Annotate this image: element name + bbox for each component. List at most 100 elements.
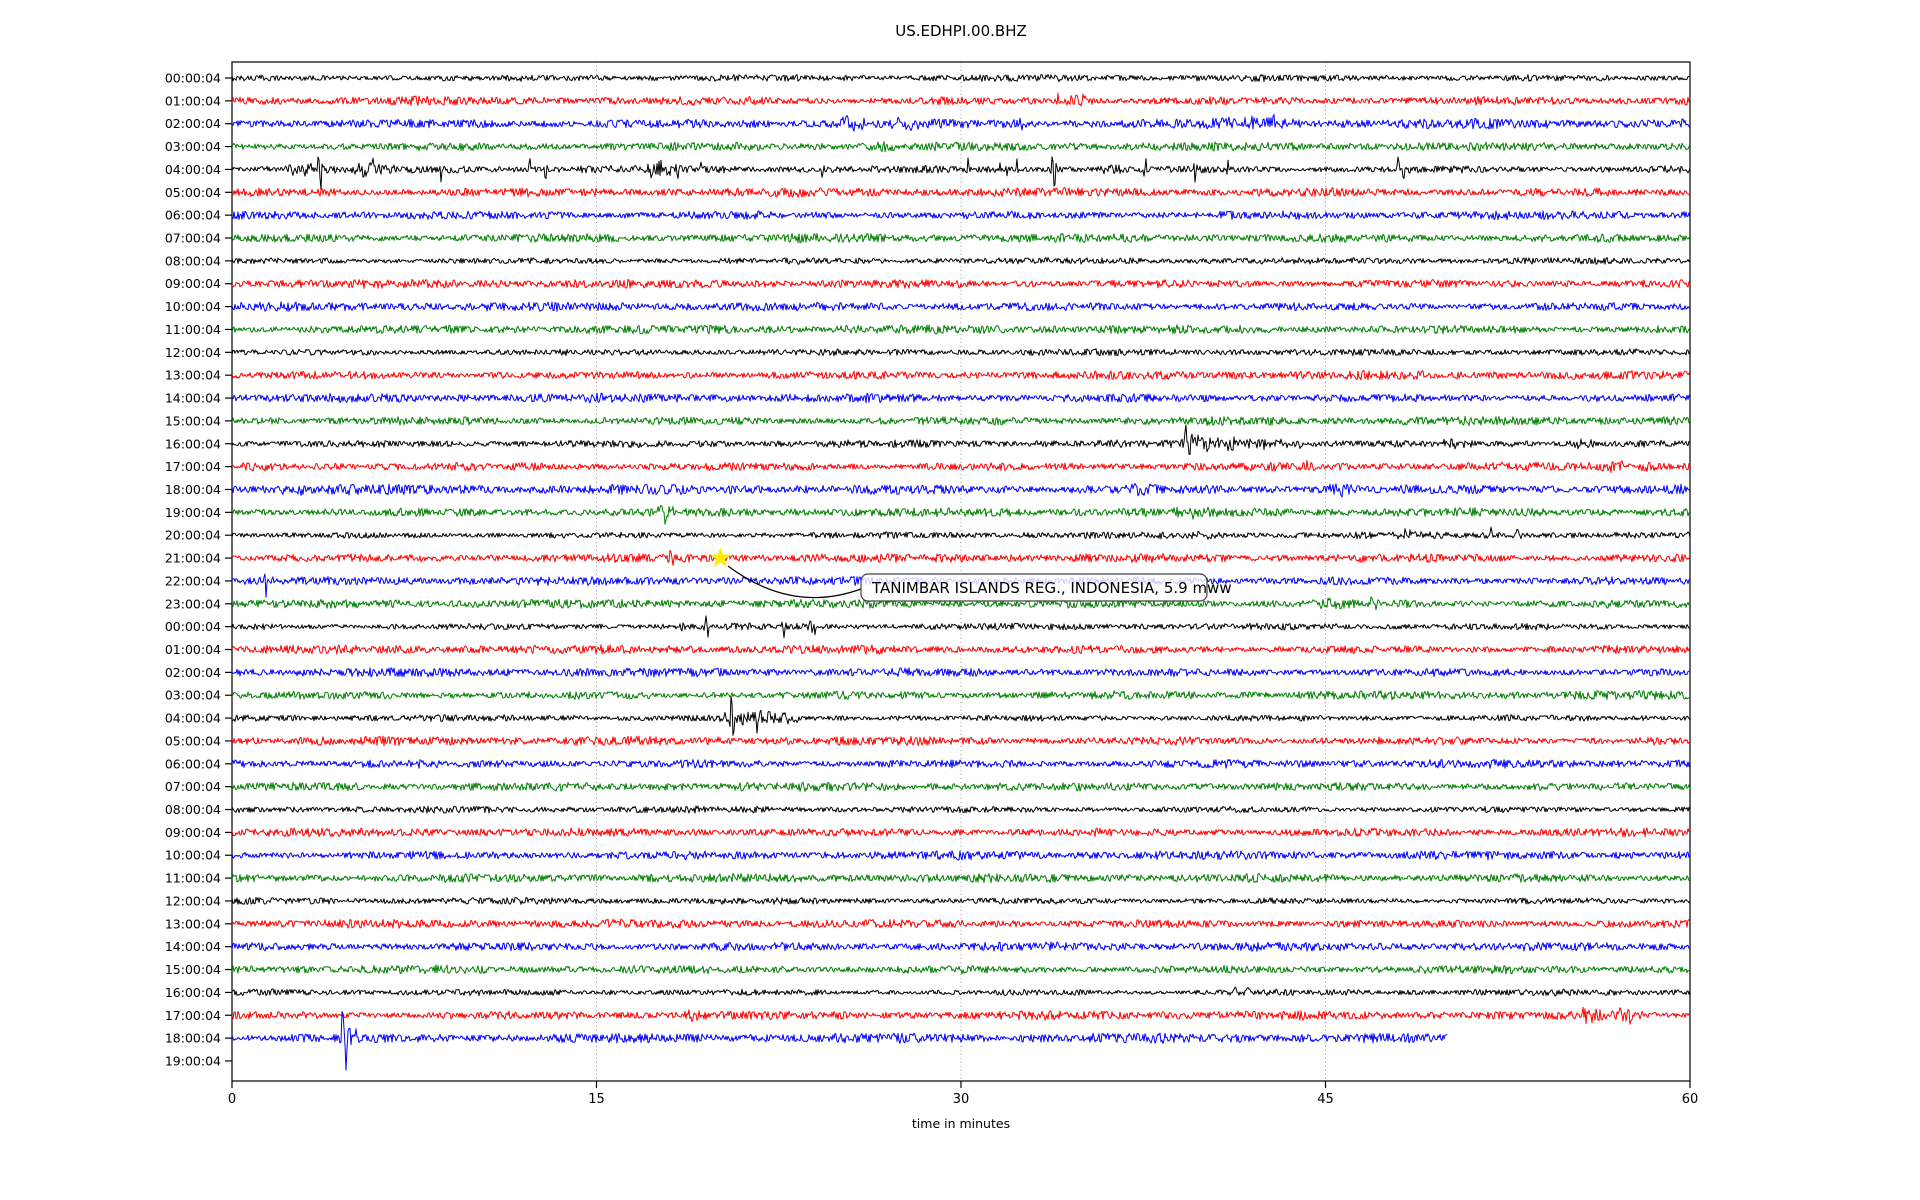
y-tick-label: 05:00:04 [165,733,221,748]
y-tick-label: 04:00:04 [165,711,221,726]
seismogram-trace [231,301,1691,312]
seismogram-trace [231,278,1691,289]
axes-layer: 0 15 30 45 60 00:00:04 01:00:04 02:00:04 03:00:0… [165,61,1699,1107]
y-tick-label: 21:00:04 [165,551,221,566]
annotation-box [860,573,1208,602]
y-tick-label: 18:00:04 [165,482,221,497]
seismogram-trace [231,805,1691,814]
x-tick-label: 30 [953,1092,970,1107]
y-tick-label: 22:00:04 [165,573,221,588]
seismogram-trace [231,392,1691,404]
y-tick-label: 12:00:04 [165,893,221,908]
x-axis-label: time in minutes [912,1116,1010,1131]
y-tick-label: 16:00:04 [165,436,221,451]
seismogram-trace [231,827,1691,838]
seismogram-trace [231,941,1691,952]
seismogram-trace [231,667,1691,678]
y-tick-label: 17:00:04 [165,1008,221,1023]
seismogram-trace [231,615,1691,639]
seismogram-trace [231,74,1691,82]
x-tick-label: 15 [588,1092,605,1107]
seismogram-trace [231,986,1691,997]
seismogram-trace [231,348,1691,357]
seismogram-trace [231,156,1691,190]
y-tick-label: 12:00:04 [165,345,221,360]
seismogram-trace [231,187,1691,198]
event-star-icon [710,547,731,567]
y-tick-label: 18:00:04 [165,1031,221,1046]
y-tick-label: 10:00:04 [165,848,221,863]
annotation-leader-line [727,565,862,599]
y-tick-label: 04:00:04 [165,162,221,177]
seismogram-trace [231,644,1691,655]
seismogram-trace [231,1011,1448,1071]
seismogram-trace [231,872,1691,884]
seismogram-trace [231,1006,1691,1025]
event-annotation: TANIMBAR ISLANDS REG., INDONESIA, 5.9 mw… [710,547,1232,602]
traces-layer [231,74,1691,1071]
seismogram-trace [231,964,1691,975]
y-tick-label: 20:00:04 [165,528,221,543]
y-tick-label: 11:00:04 [165,871,221,886]
seismogram-trace [231,416,1691,427]
seismogram-trace [231,758,1691,769]
seismogram-trace [231,526,1691,540]
seismogram-trace [231,459,1691,473]
y-tick-label: 00:00:04 [165,71,221,86]
y-tick-label: 23:00:04 [165,596,221,611]
seismogram-trace [231,549,1691,566]
seismogram-trace [232,696,1691,736]
y-tick-label: 09:00:04 [165,276,221,291]
seismogram-trace [231,141,1691,153]
seismogram-trace [231,918,1691,929]
seismogram-trace [231,897,1691,905]
y-tick-label: 01:00:04 [165,93,221,108]
seismogram-trace [231,690,1691,701]
seismogram-trace [231,424,1691,455]
y-tick-label: 13:00:04 [165,368,221,383]
y-tick-label: 02:00:04 [165,116,221,131]
seismogram-trace [231,850,1691,861]
seismogram-trace [231,483,1691,498]
y-tick-label: 03:00:04 [165,688,221,703]
y-tick-label: 10:00:04 [165,299,221,314]
x-tick-label: 45 [1317,1092,1334,1107]
y-tick-label: 16:00:04 [165,985,221,1000]
figure-title: US.EDHPI.00.BHZ [895,22,1027,40]
y-tick-label: 08:00:04 [165,253,221,268]
y-tick-label: 06:00:04 [165,756,221,771]
y-tick-label: 15:00:04 [165,413,221,428]
y-tick-label: 08:00:04 [165,802,221,817]
y-tick-label: 07:00:04 [165,779,221,794]
y-tick-label: 01:00:04 [165,642,221,657]
y-tick-label: 11:00:04 [165,322,221,337]
seismogram-trace [231,233,1691,244]
seismogram-trace [231,370,1691,381]
x-tick-label: 0 [228,1092,236,1107]
y-tick-label: 06:00:04 [165,208,221,223]
y-tick-label: 17:00:04 [165,459,221,474]
y-tick-label: 14:00:04 [165,939,221,954]
y-tick-label: 02:00:04 [165,665,221,680]
y-tick-label: 19:00:04 [165,1053,221,1068]
y-tick-label: 00:00:04 [165,619,221,634]
y-tick-label: 07:00:04 [165,231,221,246]
seismogram-trace [231,505,1691,525]
seismogram-trace [231,735,1691,747]
y-tick-label: 03:00:04 [165,139,221,154]
y-tick-label: 13:00:04 [165,916,221,931]
seismogram-trace [231,92,1691,107]
x-tick-label: 60 [1682,1092,1699,1107]
seismogram-trace [231,210,1691,221]
seismogram-trace [231,257,1691,265]
seismogram-trace [231,781,1691,792]
y-tick-label: 15:00:04 [165,962,221,977]
y-tick-label: 19:00:04 [165,505,221,520]
seismogram-trace [231,596,1691,611]
y-tick-label: 05:00:04 [165,185,221,200]
seismogram-trace [231,324,1691,335]
y-tick-label: 09:00:04 [165,825,221,840]
y-tick-label: 14:00:04 [165,391,221,406]
